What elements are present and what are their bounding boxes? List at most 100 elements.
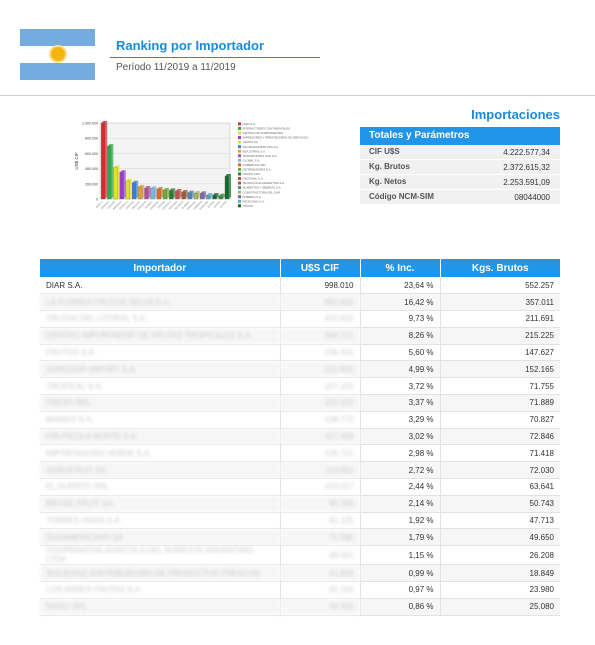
chart-tick-label: 1,000,000 [82,122,98,126]
kgs-cell: 50.743 [440,495,560,513]
totals-value: 2.372.615,32 [503,162,550,172]
chart-legend-label: OTROS [243,204,253,208]
table-row: SUDAMERICANA SA 75.590 1,79 % 49.650 [40,528,560,547]
cif-cell: 125.721 [280,444,361,463]
kgs-cell: 47.713 [440,512,560,530]
pct-cell: 1,15 % [360,545,441,566]
chart-legend-swatch [238,136,241,140]
chart-category-label: GRUPO S [119,200,129,210]
totals-value: 2.253.591,09 [503,177,550,187]
cif-cell: 410.632 [280,310,361,328]
chart-bar-side [228,174,232,199]
chart-bar [187,192,192,200]
chart-bar-top [224,174,232,177]
importer-name-cell: CENTRO IMPORTADOR DE FRUTAS TROPICALES S… [40,327,281,345]
totals-value: 08044000 [514,192,550,202]
table-header-row: Importador U$S CIF % Inc. Kgs. Brutos [40,259,560,277]
chart-bar-side [142,184,145,199]
chart-bar-top [150,186,157,189]
kgs-cell: 71.418 [440,444,560,463]
chart-bar-side [123,170,126,199]
pct-cell: 2,98 % [360,444,441,463]
importer-name-cell: FRUTICOLA NORTE S.A. [40,428,281,446]
chart-bar-top [101,120,108,124]
totals-row: Kg. Brutos 2.372.615,32 [360,160,560,175]
chart-bar-side [166,188,170,199]
chart-legend-swatch [238,145,241,149]
chart-legend-swatch [238,195,241,199]
chart-legend-label: GLOBAL S.A. [243,158,261,162]
chart-legend-swatch [238,149,241,153]
chart-bar [200,193,205,200]
chart-bar [144,188,149,200]
chart-category-label: NACIONA [168,200,178,210]
importer-name-cell: FRUTAS DEL LITORAL S.A. [40,310,281,328]
chart-bar-top [194,191,201,194]
chart-bar-side [160,187,163,199]
importer-bar-chart: 1,000,000 800,000 600,000 400,000 200,000 0 US… [74,120,308,211]
totals-label: Código NCM-SIM [369,192,434,201]
chart-bar [169,190,174,200]
table-row: FRUTAS DEL LITORAL S.A. 410.632 9,73 % 211.… [40,310,560,328]
chart-category-label: GLOBAL [144,200,153,209]
totals-value: 4.222.577,34 [503,147,550,157]
chart-bar [218,195,223,200]
table-row: MANGO S.A. 138.772 3,29 % 70.827 [40,411,560,429]
chart-bar-top [163,188,170,191]
chart-bar-top [156,187,163,190]
chart-bar-side [197,191,201,199]
kgs-cell: 72.030 [440,461,560,480]
table-row: FRUTICOLA NORTE S.A. 127.569 3,02 % 72.846 [40,428,560,446]
kgs-cell: 552.257 [440,277,560,295]
chart-bar-side [117,165,120,199]
chart-legend-label: PATAGONIA S.A. [243,199,266,203]
table-row: FRUTOS S.A. 236.415 5,60 % 147.627 [40,344,560,362]
argentina-flag-logo [20,29,95,80]
chart-bar-top [212,193,219,196]
chart-bar-top [200,191,207,194]
chart-category-label: PATAGON [199,200,209,210]
importer-name-cell: EL HUERTO SRL [40,478,281,496]
title-divider [110,57,320,58]
chart-bar [101,123,106,200]
chart-bar [113,167,118,200]
report-period: Período 11/2019 a 11/2019 [116,62,236,73]
pct-cell: 8,26 % [360,327,441,345]
chart-bar [156,189,161,200]
pct-cell: 0,99 % [360,564,441,583]
chart-bar-side [216,193,219,199]
importer-name-cell: IMPORTADORA VERDE S.A. [40,444,281,463]
cif-cell: 41.150 [280,581,361,599]
chart-category-label: INDUSTR [131,200,141,210]
importer-name-cell: COOPERATIVA AGRICOLA DEL NORESTE ARGENTI… [40,545,281,566]
table-row: MARU SRL 36.320 0,86 % 25.080 [40,598,560,616]
table-row: IMPORTADORA VERDE S.A. 125.721 2,98 % 71.41… [40,444,560,463]
importer-name-cell: LA FLORIDA FRUTOS SELVA S.A. [40,293,281,312]
chart-tick-label: 600,000 [85,152,98,156]
kgs-cell: 26.208 [440,545,560,566]
table-row: LOS ANDES FRUTAS S.A. 41.150 0,97 % 23.980 [40,581,560,599]
chart-legend-label: INTERACTORES CONTINENTALES [243,127,291,131]
cif-cell: 210.650 [280,360,361,379]
chart-legend-label: TRANSPORTES SUR S.A. [243,154,278,158]
pct-cell: 23,64 % [360,277,441,295]
chart-legend-label: DISTRIBUIDORA S.A. [243,168,272,172]
chart-bar-top [138,184,145,188]
table-row: EL HUERTO SRL 103.017 2,44 % 63.641 [40,478,560,496]
chart-bar-top [218,193,225,196]
chart-bar [224,176,229,200]
column-header-kgs: Kgs. Brutos [440,259,560,277]
chart-legend-swatch [238,181,241,185]
pct-cell: 2,14 % [360,495,441,513]
chart-category-label: COMERCI [149,200,159,210]
table-row: LA FLORIDA FRUTOS SELVA S.A. 693.605 16,42… [40,293,560,312]
cif-cell: 157.105 [280,377,361,396]
chart-legend-label: TECNOLOGIA ARGENTINA S.A. [243,181,286,185]
totals-row: Código NCM-SIM 08044000 [360,190,560,205]
chart-legend-swatch [238,177,241,180]
chart-legend-swatch [238,126,241,130]
importer-name-cell: TORRES HNOS S.A. [40,512,281,530]
cif-cell: 236.415 [280,344,361,362]
pct-cell: 1,92 % [360,512,441,530]
chart-category-label: IMPRESO [112,200,122,210]
